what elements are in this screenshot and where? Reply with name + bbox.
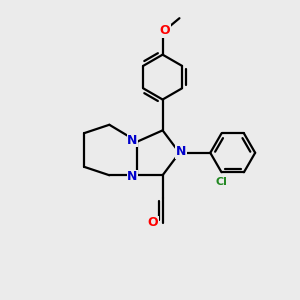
Text: O: O: [148, 216, 158, 230]
Text: N: N: [127, 134, 137, 147]
Text: O: O: [160, 24, 170, 37]
Text: N: N: [127, 170, 137, 183]
Text: Cl: Cl: [216, 177, 227, 187]
Text: N: N: [176, 145, 186, 158]
